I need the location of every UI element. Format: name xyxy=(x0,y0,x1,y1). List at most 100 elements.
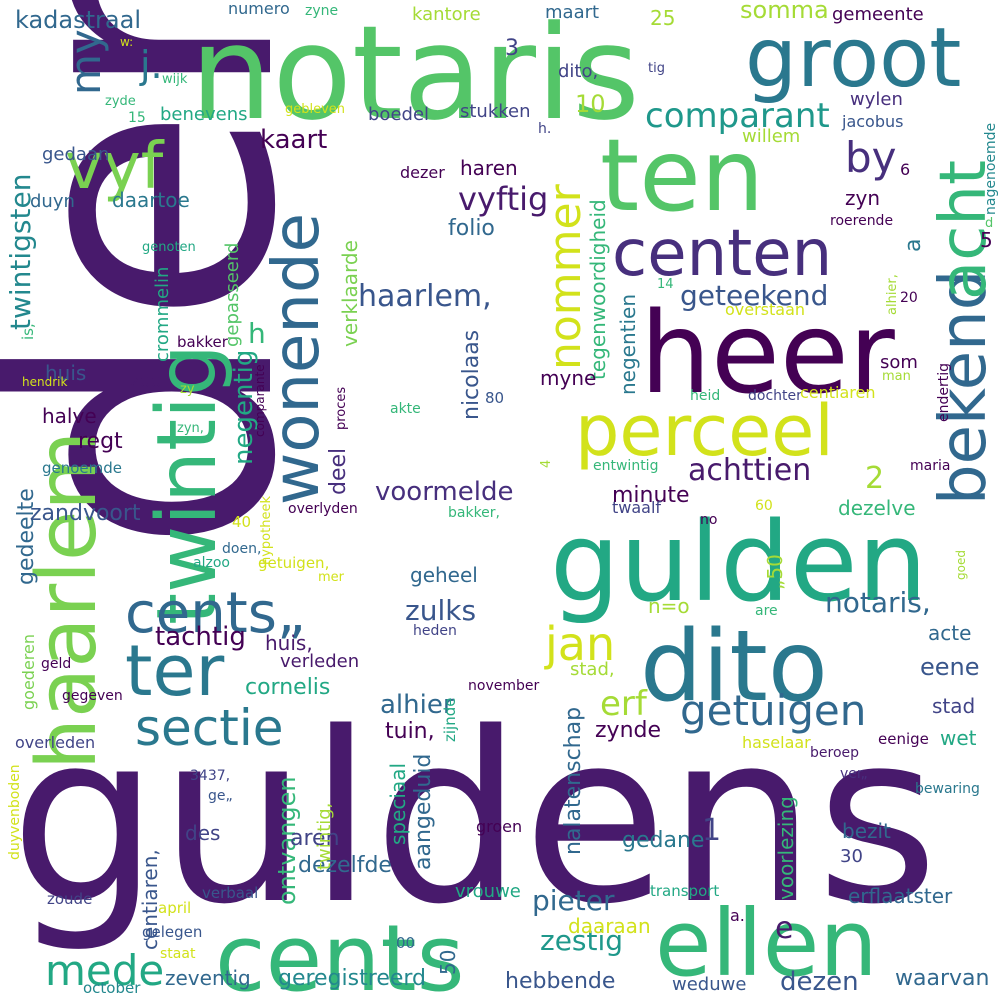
word-123: nagenoemde xyxy=(983,123,999,215)
word-153: a. xyxy=(730,906,745,925)
word-35: zulks xyxy=(405,594,476,627)
word-157: gelegen xyxy=(142,923,202,941)
word-109: 2 xyxy=(865,461,884,496)
word-39: pieter xyxy=(532,884,615,917)
word-63: negentien xyxy=(616,294,640,395)
word-147: beroep xyxy=(810,745,859,761)
word-86: aangeduid xyxy=(411,754,436,870)
word-188: w: xyxy=(120,35,133,49)
word-90: gedane xyxy=(622,828,704,853)
word-198: 20 xyxy=(900,290,918,306)
word-66: huis xyxy=(45,361,86,385)
word-89: des xyxy=(185,821,220,845)
word-187: zyne xyxy=(305,3,338,19)
word-26: my xyxy=(61,29,110,95)
word-108: 1 xyxy=(702,813,721,848)
word-118: verklaarde xyxy=(338,240,362,347)
word-48: kadastraal xyxy=(15,6,141,34)
word-158: staat xyxy=(160,946,196,962)
word-19: cents„ xyxy=(125,581,306,646)
word-184: getuigen, xyxy=(258,554,329,572)
word-102: 50 xyxy=(436,950,460,975)
word-127: endertig xyxy=(936,363,952,422)
word-100: zeventig xyxy=(165,966,251,990)
word-197: d xyxy=(985,216,993,231)
word-177: akte xyxy=(390,401,421,417)
word-4: heer xyxy=(640,289,896,419)
word-193: h. xyxy=(538,121,551,137)
word-20: sectie xyxy=(135,699,284,757)
word-117: gepasseerd xyxy=(222,243,243,347)
word-56: gedaan xyxy=(42,144,109,165)
word-22: nommer xyxy=(540,183,591,370)
word-77: stad, xyxy=(570,659,615,680)
word-32: voormelde xyxy=(375,477,513,507)
word-192: gebleven xyxy=(285,102,345,117)
word-55: benevens xyxy=(160,104,248,125)
word-111: a xyxy=(901,239,926,252)
word-24: jan xyxy=(544,617,615,671)
word-172: bakker xyxy=(177,333,229,351)
word-16: wonende xyxy=(260,213,334,505)
word-191: 15 xyxy=(128,110,146,126)
word-95: erflaatster xyxy=(848,884,953,908)
word-6: dito xyxy=(640,610,828,724)
word-15: centen xyxy=(612,217,832,291)
word-106: voorlezing xyxy=(774,796,798,900)
word-47: twintigsten xyxy=(4,174,37,330)
word-185: mer xyxy=(318,570,345,585)
word-116: crommelin xyxy=(152,267,173,362)
word-151: groen xyxy=(476,817,522,836)
word-71: zandvoort xyxy=(30,501,141,526)
word-124: roerende xyxy=(830,213,893,229)
word-84: verleden xyxy=(280,651,359,672)
word-58: folio xyxy=(448,216,495,241)
word-92: 30 xyxy=(840,846,863,867)
word-70: gedeelte xyxy=(14,488,39,585)
word-114: 6 xyxy=(900,160,910,179)
word-88: aren xyxy=(290,826,340,851)
word-36: tachtig xyxy=(155,622,246,652)
word-53: stukken xyxy=(460,101,531,122)
word-65: duyn xyxy=(30,191,75,212)
word-29: geteekend xyxy=(680,279,828,312)
word-165: geld xyxy=(41,656,71,672)
word-31: haarlem, xyxy=(358,279,492,314)
word-12: bekend xyxy=(927,270,1000,505)
word-10: cents xyxy=(215,905,465,1000)
word-17: vyf xyxy=(65,130,165,204)
word-11: ellen xyxy=(655,890,878,997)
word-161: overleden xyxy=(15,733,95,752)
word-146: haselaar xyxy=(742,733,811,752)
word-166: gegeven xyxy=(62,688,123,704)
word-144: november xyxy=(468,678,539,694)
word-87: ontvangen xyxy=(273,776,301,905)
word-154: 00 xyxy=(396,934,415,952)
word-85: nalatenschap xyxy=(561,707,586,855)
word-150: bewaring xyxy=(915,781,980,797)
word-163: 3437, xyxy=(190,768,230,784)
word-52: dito, xyxy=(558,61,598,82)
word-171: genoten xyxy=(142,240,196,255)
word-38: alhier xyxy=(380,690,454,720)
word-160: zoude xyxy=(47,890,92,908)
word-169: hendrik xyxy=(22,375,67,389)
word-69: regt xyxy=(78,429,123,454)
word-186: numero xyxy=(228,0,290,18)
word-99: waarvan xyxy=(895,966,989,991)
word-133: entwintig xyxy=(593,458,658,474)
word-28: comparant xyxy=(645,96,830,136)
word-175: zy xyxy=(180,382,195,397)
word-42: eene xyxy=(920,653,980,681)
word-132: centiaren xyxy=(800,383,876,402)
word-178: 80 xyxy=(485,389,504,407)
word-8: haarlem xyxy=(20,431,115,770)
word-138: 60 xyxy=(755,498,773,514)
word-140: n=o xyxy=(648,594,690,618)
word-25: mede xyxy=(45,946,164,995)
word-5: gulden xyxy=(550,498,927,626)
word-72: deel xyxy=(326,448,351,495)
